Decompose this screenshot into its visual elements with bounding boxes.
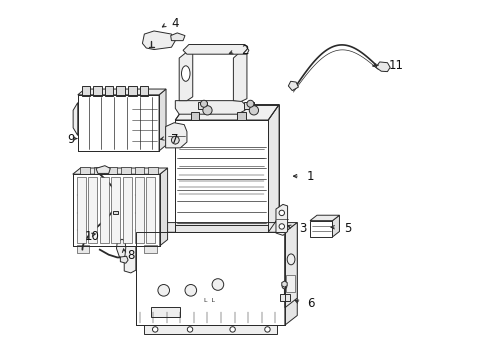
Circle shape — [282, 284, 287, 289]
Bar — [135, 167, 145, 174]
Polygon shape — [285, 222, 297, 325]
Bar — [280, 294, 290, 301]
Bar — [108, 167, 117, 174]
Bar — [136, 232, 285, 325]
Polygon shape — [175, 104, 279, 120]
Bar — [93, 86, 102, 96]
Bar — [151, 307, 180, 317]
Text: 2: 2 — [241, 44, 248, 57]
Polygon shape — [179, 50, 193, 101]
Bar — [82, 86, 90, 96]
Bar — [117, 86, 125, 96]
Bar — [111, 177, 121, 243]
Circle shape — [185, 284, 196, 296]
Polygon shape — [310, 215, 340, 221]
Bar — [105, 86, 113, 96]
Bar — [310, 221, 333, 237]
Text: 6: 6 — [307, 297, 315, 310]
Circle shape — [152, 327, 158, 332]
Text: 7: 7 — [172, 133, 179, 146]
Bar — [88, 177, 97, 243]
Polygon shape — [117, 239, 126, 259]
Text: L L: L L — [204, 297, 215, 302]
Bar — [80, 167, 90, 174]
Circle shape — [158, 284, 170, 296]
Bar — [135, 177, 144, 243]
Polygon shape — [143, 31, 175, 50]
Polygon shape — [276, 204, 288, 235]
Text: 9: 9 — [67, 133, 74, 146]
Text: 4: 4 — [172, 17, 179, 30]
Polygon shape — [376, 62, 390, 72]
Circle shape — [200, 100, 207, 107]
Circle shape — [172, 136, 179, 144]
Polygon shape — [73, 168, 168, 174]
Bar — [175, 225, 268, 232]
Bar — [73, 174, 160, 246]
Bar — [145, 245, 157, 253]
Polygon shape — [96, 166, 110, 174]
Polygon shape — [285, 222, 297, 308]
Bar — [121, 167, 131, 174]
Text: 8: 8 — [127, 249, 134, 262]
Circle shape — [187, 327, 193, 332]
Polygon shape — [333, 215, 340, 237]
Text: 3: 3 — [299, 222, 307, 235]
Bar — [76, 245, 89, 253]
Bar — [237, 112, 246, 120]
Circle shape — [279, 224, 285, 229]
Polygon shape — [144, 325, 277, 334]
Polygon shape — [183, 45, 249, 54]
Polygon shape — [171, 33, 185, 41]
Ellipse shape — [181, 66, 190, 81]
Bar — [78, 95, 159, 151]
Text: 11: 11 — [388, 59, 403, 72]
Bar — [244, 102, 254, 109]
Bar — [140, 86, 148, 96]
Circle shape — [230, 327, 235, 332]
Bar — [286, 275, 295, 292]
Polygon shape — [124, 226, 136, 273]
Bar — [73, 174, 160, 246]
Bar — [76, 177, 86, 243]
Bar — [94, 167, 104, 174]
Circle shape — [265, 327, 270, 332]
Polygon shape — [78, 89, 166, 95]
Polygon shape — [166, 123, 187, 148]
Bar — [128, 86, 137, 96]
Polygon shape — [73, 103, 78, 135]
Text: 10: 10 — [84, 230, 99, 243]
Polygon shape — [160, 168, 168, 246]
Ellipse shape — [287, 254, 295, 265]
Polygon shape — [175, 101, 245, 114]
Bar — [78, 95, 159, 151]
Polygon shape — [136, 222, 297, 232]
Polygon shape — [282, 281, 287, 287]
Bar — [113, 211, 118, 215]
Bar — [147, 177, 155, 243]
Circle shape — [247, 100, 254, 107]
Polygon shape — [159, 89, 166, 151]
Polygon shape — [233, 51, 247, 102]
Bar — [148, 167, 158, 174]
Text: 1: 1 — [307, 170, 315, 183]
Text: 5: 5 — [343, 222, 351, 235]
Circle shape — [212, 279, 224, 290]
Bar — [191, 112, 199, 120]
Bar — [100, 177, 109, 243]
Bar — [198, 102, 207, 109]
Polygon shape — [288, 81, 298, 91]
Bar — [136, 232, 285, 325]
Circle shape — [203, 106, 212, 115]
Bar — [123, 177, 132, 243]
Circle shape — [249, 106, 259, 115]
Circle shape — [279, 210, 285, 216]
Bar — [175, 120, 268, 232]
Polygon shape — [121, 256, 128, 263]
Polygon shape — [268, 104, 279, 232]
